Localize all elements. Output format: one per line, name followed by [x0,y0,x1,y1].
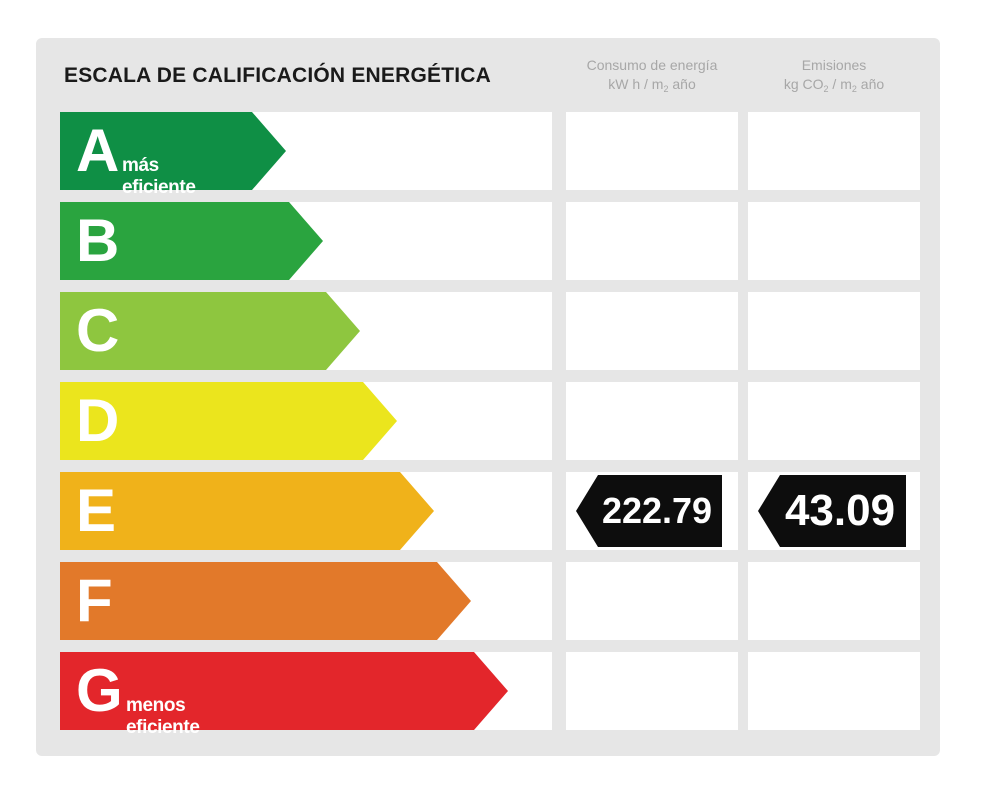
class-caption-a: más eficiente [122,155,196,198]
emissions-cell-f [748,562,920,640]
emissions-column-header: Emisiones kg CO2 / m2 año [748,56,920,99]
class-letter-f: F [76,567,113,634]
energy-column-header: Consumo de energía kW h / m2 año [566,56,738,99]
class-letter-g: G [76,657,123,724]
emissions-cell-c [748,292,920,370]
energy-value: 222.79 [601,490,713,531]
emissions-tag-arrow [758,475,906,547]
scale-title: ESCALA DE CALIFICACIÓN ENERGÉTICA [64,64,491,87]
class-arrow-shape [60,112,286,190]
emissions-tag-shape [758,475,906,547]
class-caption-g: menos eficiente [126,695,200,738]
class-arrow-shape [60,382,397,460]
energy-column-title: Consumo de energía [586,57,718,73]
emissions-cell-d [748,382,920,460]
class-arrow-g [60,652,508,730]
class-letter-d: D [76,387,120,454]
class-arrow-shape [60,562,471,640]
energy-rating-panel: ESCALA DE CALIFICACIÓN ENERGÉTICA Consum… [36,38,940,756]
class-arrow-shape [60,292,360,370]
energy-cell-a [566,112,738,190]
class-arrow-a [60,112,286,190]
class-letter-b: B [76,207,120,274]
emissions-cell-e: 43.09 [748,472,920,550]
class-arrow-shape [60,652,508,730]
energy-cell-e: 222.79 [566,472,738,550]
emissions-cell-b [748,202,920,280]
energy-cell-d [566,382,738,460]
emissions-column-unit: kg CO2 / m2 año [783,76,885,94]
energy-cell-f [566,562,738,640]
energy-cell-b [566,202,738,280]
class-letter-c: C [76,297,120,364]
class-arrow-shape [60,472,434,550]
emissions-cell-a [748,112,920,190]
energy-tag-arrow [576,475,722,547]
emissions-column-title: Emisiones [801,57,867,73]
emissions-value: 43.09 [784,486,896,535]
class-arrow-b [60,202,323,280]
energy-cell-c [566,292,738,370]
class-arrow-e [60,472,434,550]
energy-value-tag: 222.79 [576,472,726,550]
energy-cell-g [566,652,738,730]
emissions-cell-g [748,652,920,730]
class-arrow-shape [60,202,323,280]
energy-column-unit: kW h / m2 año [608,76,696,94]
class-arrow-d [60,382,397,460]
class-arrow-f [60,562,471,640]
energy-tag-shape [576,475,722,547]
emissions-value-tag: 43.09 [758,472,910,550]
class-arrow-c [60,292,360,370]
class-letter-a: A [76,117,120,184]
class-letter-e: E [76,477,117,544]
